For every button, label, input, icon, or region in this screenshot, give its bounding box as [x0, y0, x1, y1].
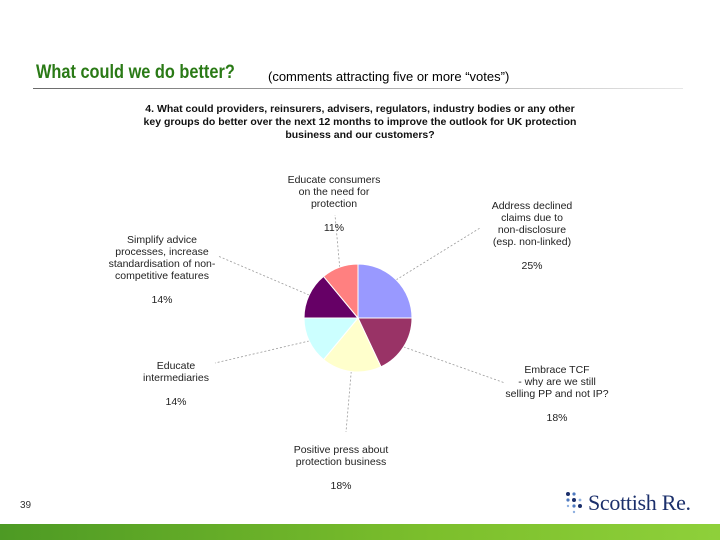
label-text: Positive press about protection business [293, 444, 389, 468]
label-percent: 14% [151, 294, 173, 306]
pie-slice [322, 263, 359, 320]
pie-slice [357, 317, 413, 368]
leader-line [403, 346, 506, 384]
scottish-re-logo: Scottish Re. [562, 488, 692, 518]
label-text: Educate intermediaries [143, 360, 209, 384]
label-educate-intermediaries: Educate intermediaries 14% [126, 348, 226, 408]
leader-line [217, 255, 310, 296]
label-embrace-tcf: Embrace TCF - why are we still selling P… [492, 352, 622, 424]
label-percent: 18% [546, 412, 568, 424]
slide-subtitle: (comments attracting five or more “votes… [268, 69, 510, 84]
leader-lines [214, 214, 506, 433]
logo-dots-icon [566, 492, 582, 514]
slide-title: What could we do better? (comments attra… [36, 62, 696, 84]
label-percent: 11% [323, 222, 345, 234]
label-percent: 14% [165, 396, 187, 408]
slide-title-main: What could we do better? [36, 62, 235, 83]
label-text: Embrace TCF - why are we still selling P… [505, 364, 609, 400]
pie-slices [303, 263, 413, 373]
footer-band [0, 524, 720, 540]
leader-line [214, 340, 310, 364]
label-percent: 25% [521, 260, 543, 272]
leader-line [334, 214, 341, 268]
pie-slice [357, 263, 413, 319]
title-divider [33, 88, 683, 89]
pie-slice [322, 317, 382, 373]
page-number: 39 [20, 500, 32, 511]
label-text: Address declined claims due to non-discl… [491, 200, 573, 248]
leader-line [395, 227, 481, 281]
label-percent: 18% [330, 480, 352, 492]
chart-title: 4. What could providers, reinsurers, adv… [143, 103, 577, 141]
label-text: Educate consumers on the need for protec… [287, 174, 381, 210]
label-positive-press: Positive press about protection business… [278, 432, 404, 492]
label-educate-consumers: Educate consumers on the need for protec… [272, 162, 396, 234]
label-text: Simplify advice processes, increase stan… [108, 234, 216, 282]
label-address-declined-claims: Address declined claims due to non-discl… [472, 188, 592, 272]
leader-line [345, 371, 352, 433]
logo-wordmark: Scottish Re. [588, 490, 691, 515]
label-simplify-advice: Simplify advice processes, increase stan… [100, 222, 224, 306]
